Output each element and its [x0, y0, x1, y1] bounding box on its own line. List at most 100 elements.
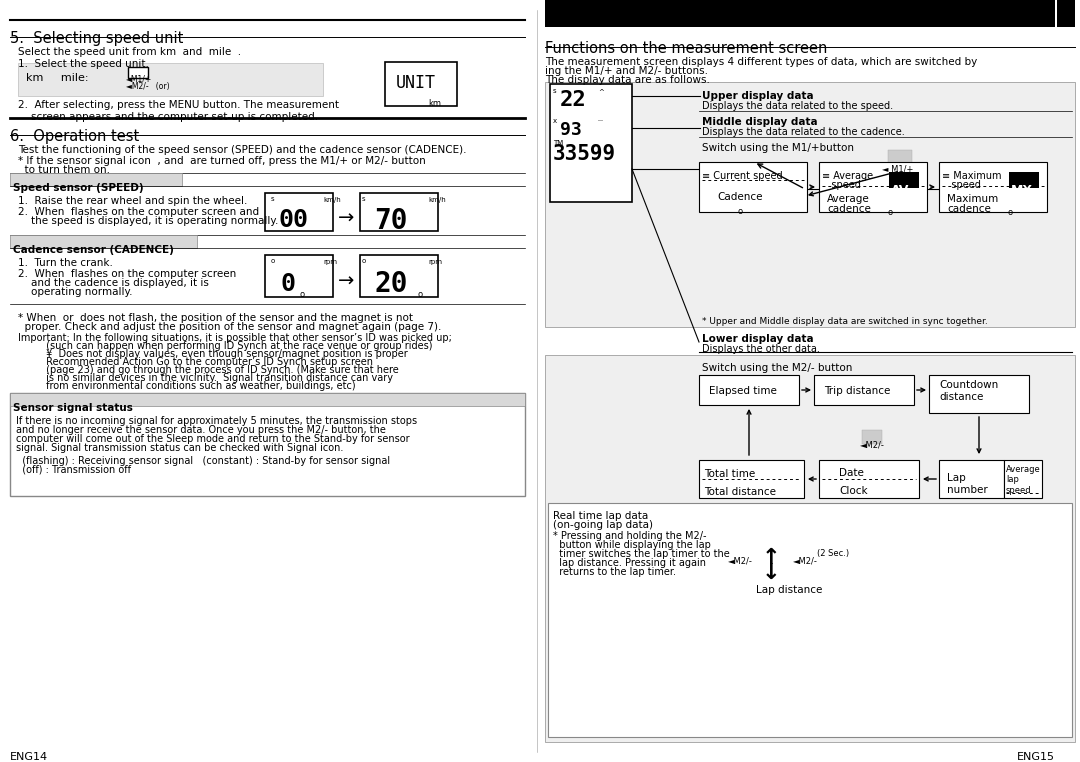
- Bar: [888, 150, 912, 166]
- Text: 6.  Operation test: 6. Operation test: [10, 129, 139, 144]
- Text: ^: ^: [598, 89, 604, 95]
- Text: s: s: [553, 88, 556, 94]
- Text: Real time lap data: Real time lap data: [553, 511, 648, 521]
- Text: Average
lap
speed: Average lap speed: [1005, 465, 1041, 495]
- Text: 93: 93: [561, 121, 582, 139]
- Bar: [265, 193, 333, 231]
- Bar: [545, 355, 1075, 742]
- Text: Cadence sensor (CADENCE): Cadence sensor (CADENCE): [13, 245, 174, 255]
- Text: Middle display data: Middle display data: [702, 117, 818, 127]
- Text: Select the speed unit from km  and  mile  .: Select the speed unit from km and mile .: [18, 47, 241, 57]
- Text: speed: speed: [822, 180, 861, 190]
- Text: Switch using the M2/- button: Switch using the M2/- button: [702, 363, 852, 373]
- Text: the speed is displayed, it is operating normally.: the speed is displayed, it is operating …: [18, 216, 279, 226]
- Text: Trip distance: Trip distance: [824, 386, 890, 396]
- Text: Elapsed time: Elapsed time: [708, 386, 777, 396]
- Text: AV: AV: [891, 184, 909, 197]
- Text: and no longer receive the sensor data. Once you press the M2/- button, the: and no longer receive the sensor data. O…: [16, 425, 386, 435]
- Bar: [265, 255, 333, 297]
- Text: (2 Sec.): (2 Sec.): [816, 549, 849, 558]
- Text: ◄M2/-: ◄M2/-: [793, 557, 818, 566]
- Text: cadence: cadence: [947, 204, 990, 214]
- Text: s: s: [362, 196, 366, 202]
- Text: computer will come out of the Sleep mode and return to the Stand-by for sensor: computer will come out of the Sleep mode…: [16, 434, 409, 444]
- Text: ◄M2/-   (or): ◄M2/- (or): [126, 82, 170, 91]
- Text: The display data are as follows.: The display data are as follows.: [545, 75, 710, 85]
- Text: Average: Average: [827, 194, 869, 204]
- Ellipse shape: [796, 556, 814, 564]
- Text: o: o: [300, 290, 306, 299]
- Text: (such can happen when performing ID Synch at the race venue or group rides): (such can happen when performing ID Sync…: [18, 341, 432, 351]
- Text: (on-going lap data): (on-going lap data): [553, 520, 653, 530]
- Ellipse shape: [796, 544, 814, 552]
- Text: o: o: [1007, 208, 1012, 217]
- Text: (flashing) : Receiving sensor signal   (constant) : Stand-by for sensor signal: (flashing) : Receiving sensor signal (co…: [16, 456, 390, 466]
- Text: Recommended Action Go to the computer’s ID Synch setup screen: Recommended Action Go to the computer’s …: [18, 357, 373, 367]
- Text: ≡ Current speed: ≡ Current speed: [702, 171, 783, 181]
- Text: rpm: rpm: [428, 259, 442, 265]
- Bar: [545, 82, 1075, 327]
- Text: button while displaying the lap: button while displaying the lap: [553, 540, 711, 550]
- Text: 00: 00: [278, 208, 308, 232]
- Text: and the cadence is displayed, it is: and the cadence is displayed, it is: [18, 278, 208, 288]
- Bar: [699, 460, 804, 498]
- Text: * If the sensor signal icon  , and  are turned off, press the M1/+ or M2/- butto: * If the sensor signal icon , and are tu…: [18, 156, 426, 166]
- Text: to turn them on.: to turn them on.: [18, 165, 110, 175]
- Text: If there is no incoming signal for approximately 5 minutes, the transmission sto: If there is no incoming signal for appro…: [16, 416, 417, 426]
- Bar: [1057, 0, 1075, 27]
- Bar: [548, 503, 1072, 737]
- Text: 0: 0: [280, 272, 295, 296]
- Bar: [796, 548, 814, 560]
- Text: Total distance: Total distance: [704, 487, 777, 497]
- Text: 22: 22: [561, 90, 586, 110]
- Text: UNIT: UNIT: [396, 74, 436, 92]
- Text: Total time: Total time: [704, 469, 755, 479]
- Text: proper. Check and adjust the position of the sensor and magnet again (page 7).: proper. Check and adjust the position of…: [18, 322, 442, 332]
- Text: o: o: [887, 208, 892, 217]
- Text: km     mile:: km mile:: [26, 73, 89, 83]
- Text: Test the functioning of the speed sensor (SPEED) and the cadence sensor (CADENCE: Test the functioning of the speed sensor…: [18, 145, 467, 155]
- Text: speed: speed: [942, 180, 981, 190]
- Bar: [814, 375, 914, 405]
- Text: operating normally.: operating normally.: [18, 287, 133, 297]
- Text: ing the M1/+ and M2/- buttons.: ing the M1/+ and M2/- buttons.: [545, 66, 708, 76]
- Text: km/h: km/h: [428, 197, 446, 203]
- Text: Lap distance: Lap distance: [756, 585, 822, 595]
- Bar: [939, 506, 1042, 524]
- Text: 2.  When  flashes on the computer screen: 2. When flashes on the computer screen: [18, 269, 237, 279]
- Bar: [699, 375, 799, 405]
- Ellipse shape: [731, 544, 750, 552]
- Text: ↓: ↓: [762, 563, 781, 583]
- Text: s: s: [271, 196, 274, 202]
- Text: MX: MX: [1011, 184, 1032, 197]
- Text: km: km: [428, 99, 441, 108]
- Bar: [550, 84, 632, 202]
- Text: ◄M2/-: ◄M2/-: [860, 441, 885, 450]
- Text: 5.  Selecting speed unit: 5. Selecting speed unit: [10, 31, 184, 46]
- Bar: [545, 0, 1055, 27]
- Text: o: o: [362, 258, 366, 264]
- Text: km/h: km/h: [323, 197, 341, 203]
- Text: from environmental conditions such as weather, buildings, etc): from environmental conditions such as we…: [18, 381, 355, 391]
- Text: Displays the data related to the speed.: Displays the data related to the speed.: [702, 101, 893, 111]
- Text: returns to the lap timer.: returns to the lap timer.: [553, 567, 676, 577]
- Bar: [1009, 172, 1039, 188]
- Text: 70: 70: [374, 207, 407, 235]
- Bar: [939, 460, 1004, 498]
- Text: Upper display data: Upper display data: [702, 91, 813, 101]
- Text: cadence: cadence: [827, 204, 870, 214]
- Text: →: →: [338, 209, 354, 228]
- Bar: [929, 375, 1029, 413]
- Bar: [360, 255, 438, 297]
- Text: ≡ Maximum: ≡ Maximum: [942, 171, 1001, 181]
- Text: x: x: [553, 118, 557, 124]
- Bar: [10, 173, 183, 186]
- Text: Displays the data related to the cadence.: Displays the data related to the cadence…: [702, 127, 905, 137]
- Text: Important: In the following situations, it is possible that other sensor’s ID wa: Important: In the following situations, …: [18, 333, 451, 343]
- Text: lap distance. Pressing it again: lap distance. Pressing it again: [553, 558, 706, 568]
- Text: ---: ---: [598, 118, 604, 123]
- Bar: [819, 460, 919, 498]
- Ellipse shape: [888, 161, 912, 171]
- Text: Switch using the M1/+button: Switch using the M1/+button: [702, 143, 854, 153]
- Text: 1.  Turn the crank.: 1. Turn the crank.: [18, 258, 113, 268]
